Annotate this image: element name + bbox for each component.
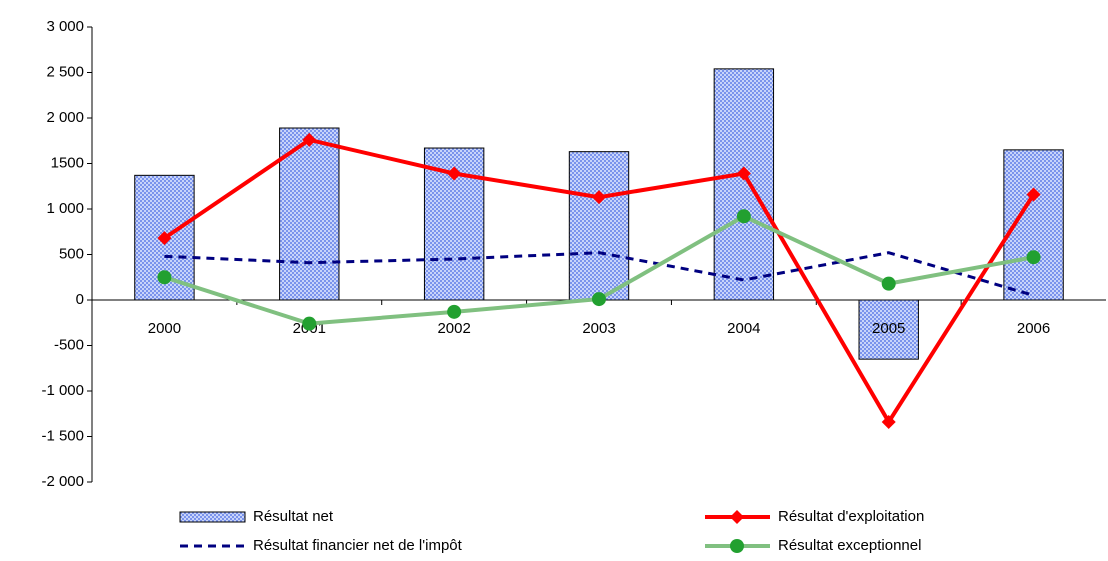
marker [157,270,172,285]
marker [447,166,462,181]
marker [730,510,744,524]
marker [736,166,751,181]
marker [881,414,896,429]
marker [302,132,317,147]
y-tick-label: -1 500 [41,427,84,444]
y-tick-label: 500 [59,245,84,262]
y-tick-label: -1 000 [41,382,84,399]
y-tick-label: 2 000 [46,109,84,126]
bar [279,127,340,301]
marker [157,231,172,246]
x-tick-label: 2000 [148,320,181,337]
x-tick-label: 2005 [872,320,905,337]
legend-swatch [179,511,246,523]
y-tick-label: -500 [54,336,84,353]
marker [736,209,751,224]
y-tick-label: -2 000 [41,473,84,490]
marker [592,292,606,307]
y-tick-label: 3 000 [46,18,84,35]
x-tick-label: 2002 [437,320,470,337]
legend-label: Résultat financier net de l'impôt [253,537,463,554]
x-tick-label: 2004 [727,320,760,337]
x-tick-label: 2006 [1017,320,1050,337]
y-tick-label: 1 000 [46,200,84,217]
legend-label: Résultat net [253,508,334,525]
x-tick-label: 2003 [582,320,615,337]
bar [713,68,775,301]
marker [592,190,606,205]
legend-label: Résultat d'exploitation [778,508,924,525]
bar [568,151,630,301]
marker [1026,250,1041,265]
marker [447,304,462,319]
y-tick-label: 1500 [51,154,84,171]
marker [730,539,744,553]
y-tick-label: 0 [76,291,84,308]
marker [1026,187,1041,202]
marker [302,316,317,331]
marker [881,276,896,291]
legend-label: Résultat exceptionnel [778,537,921,554]
y-tick-label: 2 500 [46,63,84,80]
line [164,251,1034,297]
